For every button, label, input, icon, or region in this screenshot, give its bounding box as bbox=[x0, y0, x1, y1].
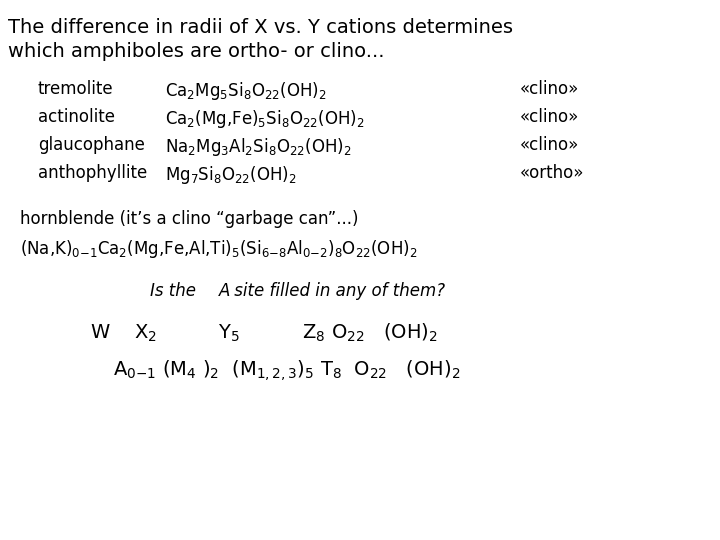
Text: Mg$_7$Si$_8$O$_{22}$(OH)$_2$: Mg$_7$Si$_8$O$_{22}$(OH)$_2$ bbox=[165, 164, 297, 186]
Text: «clino»: «clino» bbox=[520, 108, 580, 126]
Text: «clino»: «clino» bbox=[520, 80, 580, 98]
Text: site filled in any of them?: site filled in any of them? bbox=[229, 282, 445, 300]
Text: tremolite: tremolite bbox=[38, 80, 114, 98]
Text: (Na,K)$_{0\mathsf{-}1}$Ca$_2$(Mg,Fe,Al,Ti)$_5$(Si$_{6\mathsf{-}8}$Al$_{0\mathsf{: (Na,K)$_{0\mathsf{-}1}$Ca$_2$(Mg,Fe,Al,T… bbox=[20, 238, 418, 260]
Text: Ca$_2$Mg$_5$Si$_8$O$_{22}$(OH)$_2$: Ca$_2$Mg$_5$Si$_8$O$_{22}$(OH)$_2$ bbox=[165, 80, 327, 102]
Text: hornblende (it’s a clino “garbage can”...): hornblende (it’s a clino “garbage can”..… bbox=[20, 210, 359, 228]
Text: Is the: Is the bbox=[150, 282, 202, 300]
Text: glaucophane: glaucophane bbox=[38, 136, 145, 154]
Text: The difference in radii of X vs. Y cations determines: The difference in radii of X vs. Y catio… bbox=[8, 18, 513, 37]
Text: which amphiboles are ortho- or clino...: which amphiboles are ortho- or clino... bbox=[8, 42, 384, 61]
Text: Na$_2$Mg$_3$Al$_2$Si$_8$O$_{22}$(OH)$_2$: Na$_2$Mg$_3$Al$_2$Si$_8$O$_{22}$(OH)$_2$ bbox=[165, 136, 351, 158]
Text: W    X$_2$          Y$_5$          Z$_8$ O$_{22}$   (OH)$_2$: W X$_2$ Y$_5$ Z$_8$ O$_{22}$ (OH)$_2$ bbox=[90, 322, 438, 345]
Text: actinolite: actinolite bbox=[38, 108, 115, 126]
Text: $A$: $A$ bbox=[218, 282, 231, 300]
Text: «clino»: «clino» bbox=[520, 136, 580, 154]
Text: Ca$_2$(Mg,Fe)$_5$Si$_8$O$_{22}$(OH)$_2$: Ca$_2$(Mg,Fe)$_5$Si$_8$O$_{22}$(OH)$_2$ bbox=[165, 108, 365, 130]
Text: A$_{0\mathsf{-}1}$ (M$_4$ )$_2$  (M$_{1,2,3}$)$_5$ T$_8$  O$_{22}$   (OH)$_2$: A$_{0\mathsf{-}1}$ (M$_4$ )$_2$ (M$_{1,2… bbox=[113, 358, 461, 383]
Text: anthophyllite: anthophyllite bbox=[38, 164, 148, 182]
Text: «ortho»: «ortho» bbox=[520, 164, 585, 182]
